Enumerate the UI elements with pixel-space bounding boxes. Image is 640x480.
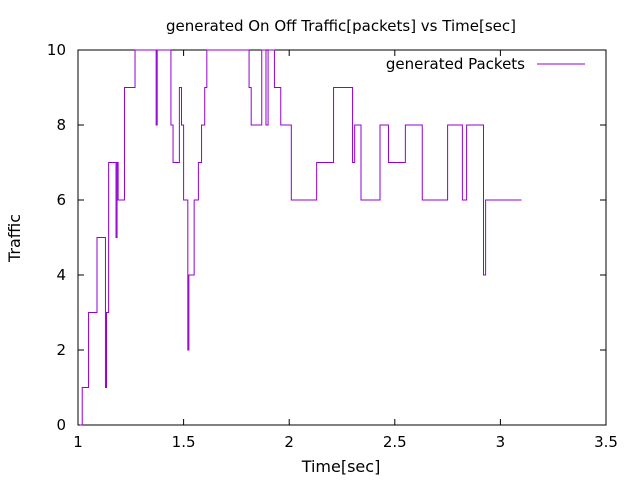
y-tick-label: 4 bbox=[56, 266, 66, 284]
y-tick-label: 8 bbox=[56, 116, 66, 134]
plot-frame bbox=[77, 49, 607, 426]
series-group bbox=[80, 49, 522, 426]
y-tick-label: 6 bbox=[56, 191, 66, 209]
plot-area: 1 1.5 2 2.5 3 3.5 0 2 4 6 8 10 bbox=[47, 41, 618, 451]
x-tick-label: 1.5 bbox=[172, 433, 196, 451]
x-tick-label: 2.5 bbox=[383, 433, 407, 451]
legend: generated Packets bbox=[386, 55, 585, 73]
y-tick-label: 10 bbox=[47, 41, 66, 59]
x-tick-label: 3 bbox=[496, 433, 506, 451]
series-line-generated-packets bbox=[80, 49, 522, 426]
y-tick-label: 2 bbox=[56, 341, 66, 359]
y-axis: 0 2 4 6 8 10 bbox=[47, 41, 606, 434]
chart-title: generated On Off Traffic[packets] vs Tim… bbox=[166, 17, 516, 35]
legend-label-generated-packets: generated Packets bbox=[386, 55, 525, 73]
x-tick-label: 2 bbox=[284, 433, 294, 451]
x-axis: 1 1.5 2 2.5 3 3.5 bbox=[73, 50, 618, 451]
y-tick-label: 0 bbox=[56, 416, 66, 434]
y-axis-title: Traffic bbox=[5, 214, 24, 263]
x-tick-label: 1 bbox=[73, 433, 83, 451]
x-tick-label: 3.5 bbox=[594, 433, 618, 451]
x-axis-title: Time[sec] bbox=[301, 457, 381, 476]
